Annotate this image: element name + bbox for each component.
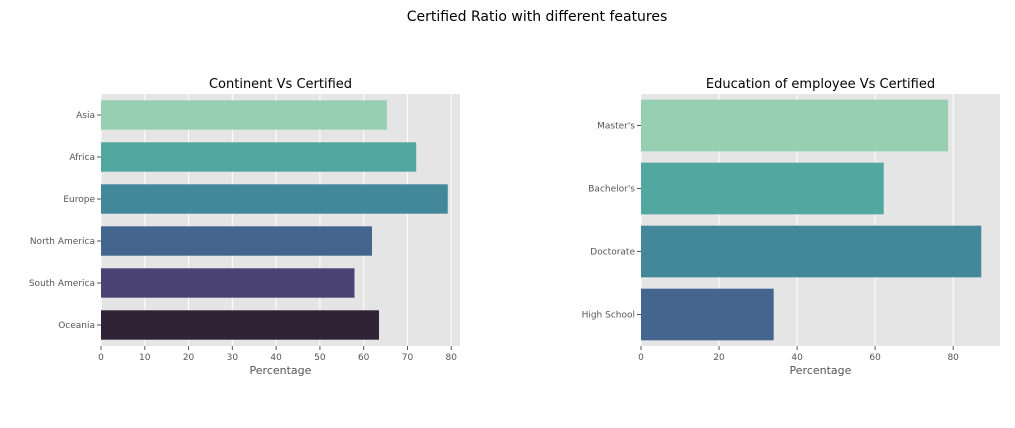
x-tick-label: 80: [446, 353, 458, 363]
y-tick-label: High School: [582, 311, 635, 321]
y-tick-label: North America: [30, 237, 95, 247]
panel-title: Continent Vs Certified: [209, 77, 352, 92]
x-tick-label: 60: [358, 353, 370, 363]
y-tick-label: Europe: [63, 195, 95, 205]
y-tick-label: Asia: [76, 111, 95, 121]
bar-oceania: [101, 310, 380, 340]
plot-area: [101, 94, 460, 346]
x-tick-label: 20: [713, 353, 725, 363]
x-tick-label: 0: [638, 353, 644, 363]
x-tick-label: 40: [791, 353, 803, 363]
y-tick-label: Oceania: [58, 321, 95, 331]
chart-continent-panel: Continent Vs Certified Asia Africa Europe No…: [29, 77, 460, 377]
chart-education-panel: Education of employee Vs Certified Master…: [582, 77, 1000, 377]
figure-title: Certified Ratio with different features: [407, 9, 668, 25]
bar-asia: [101, 100, 387, 130]
x-tick-label: 60: [869, 353, 881, 363]
bar-south-america: [101, 268, 355, 298]
bar-master-s: [641, 99, 949, 152]
y-tick-label: Africa: [69, 153, 95, 163]
bar-doctorate: [641, 225, 982, 278]
y-tick-label: South America: [29, 279, 95, 289]
y-tick-label: Master's: [597, 122, 635, 132]
x-axis-label: Percentage: [250, 364, 312, 377]
bar-africa: [101, 142, 417, 172]
x-tick-label: 20: [183, 353, 195, 363]
x-tick-label: 50: [314, 353, 326, 363]
x-tick-label: 10: [139, 353, 151, 363]
bar-europe: [101, 184, 448, 214]
x-axis-label: Percentage: [790, 364, 852, 377]
x-tick-label: 0: [98, 353, 104, 363]
y-tick-label: Bachelor's: [588, 185, 635, 195]
x-tick-label: 70: [402, 353, 414, 363]
x-tick-label: 40: [270, 353, 282, 363]
x-tick-label: 30: [227, 353, 239, 363]
y-tick-label: Doctorate: [590, 248, 635, 258]
bar-high-school: [641, 288, 774, 341]
panel-title: Education of employee Vs Certified: [706, 77, 935, 92]
x-tick-label: 80: [947, 353, 959, 363]
bar-bachelor-s: [641, 162, 884, 215]
bar-north-america: [101, 226, 373, 256]
